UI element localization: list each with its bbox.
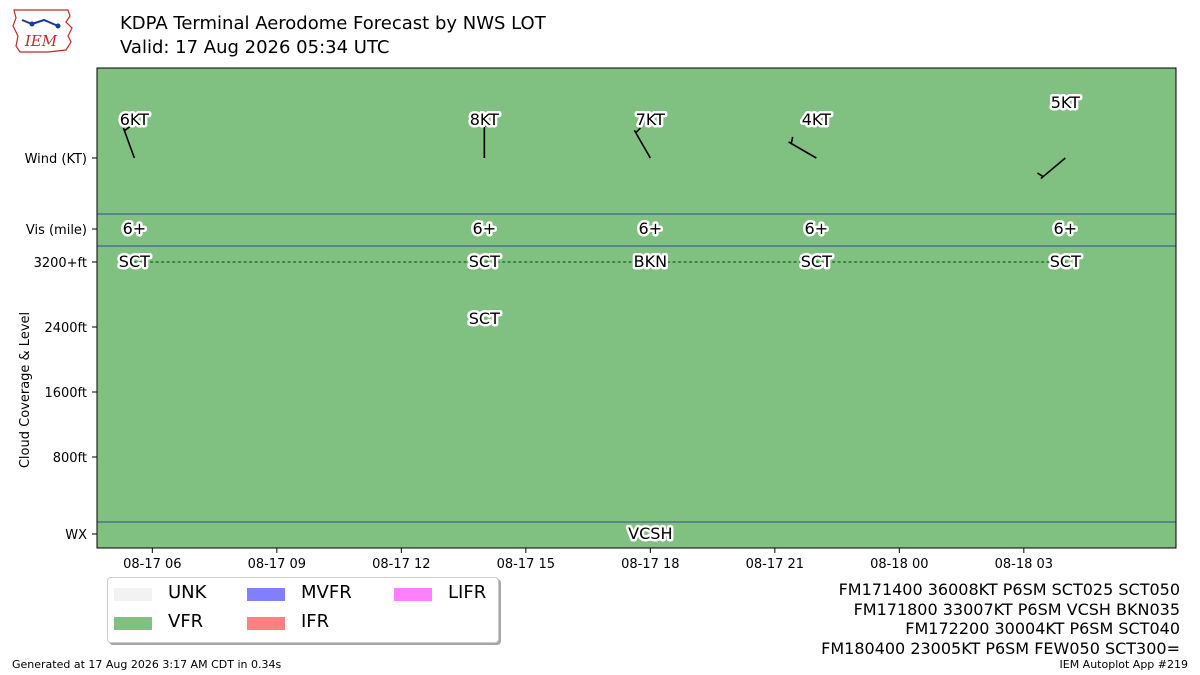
cloud-coverage-label: SCT — [1050, 252, 1081, 271]
weather-label-halo: VCSH — [628, 524, 672, 543]
taf-line: FM171800 33007KT P6SM VCSH BKN035 — [853, 599, 1180, 619]
visibility-label-halo: 6+ — [639, 219, 663, 238]
flight-category-legend: UNK VFR MVFR IFR LIFR — [107, 577, 499, 643]
cloud-coverage-label-halo: SCT — [469, 252, 500, 271]
visibility-label: 6+ — [473, 219, 497, 238]
taf-text-block: FM171400 36008KT P6SM SCT025 SCT050 FM17… — [821, 580, 1180, 658]
wind-barb-shaft — [1040, 157, 1066, 180]
weather-label: VCSH — [628, 524, 672, 543]
wind-barb-shaft — [788, 141, 817, 159]
wind-barb-flag — [635, 127, 641, 134]
flight-category-span — [97, 68, 1176, 548]
visibility-label: 6+ — [639, 219, 663, 238]
wind-barb-shaft — [122, 127, 136, 159]
vis-row-label: Vis (mile) — [26, 223, 87, 238]
x-tick-label: 08-18 03 — [995, 557, 1053, 572]
x-tick-label: 08-17 06 — [123, 557, 181, 572]
visibility-label-halo: 6+ — [473, 219, 497, 238]
visibility-label-halo: 6+ — [1054, 219, 1078, 238]
wind-speed-label: 6KT — [120, 110, 149, 129]
wind-row-label: Wind (KT) — [25, 152, 87, 167]
visibility-label: 6+ — [1054, 219, 1078, 238]
cloud-coverage-label: BKN — [634, 252, 667, 271]
wind-speed-label: 5KT — [1051, 93, 1080, 112]
wind-speed-label-halo: 5KT — [1051, 93, 1080, 112]
cloud-coverage-label-halo: SCT — [119, 252, 150, 271]
cloud-coverage-label-halo: SCT — [1050, 252, 1081, 271]
cloud-coverage-label: SCT — [469, 309, 500, 328]
cloud-level-tick-label: 3200+ft — [34, 256, 87, 271]
cloud-coverage-label-halo: BKN — [634, 252, 667, 271]
wind-barb-flag — [484, 123, 495, 127]
taf-line: FM172200 30004KT P6SM SCT040 — [905, 619, 1180, 638]
visibility-label-halo: 6+ — [805, 219, 829, 238]
iem-logo: IEM — [12, 9, 73, 53]
wind-speed-label: 4KT — [802, 110, 831, 129]
visibility-label-halo: 6+ — [123, 219, 147, 238]
chart-subtitle: Valid: 17 Aug 2026 05:34 UTC — [120, 37, 390, 58]
x-tick-label: 08-17 09 — [248, 557, 306, 572]
cloud-coverage-label: SCT — [801, 252, 832, 271]
chart-title: KDPA Terminal Aerodome Forecast by NWS L… — [120, 13, 546, 34]
logo-text: IEM — [24, 32, 58, 50]
legend-swatch-vfr — [114, 617, 152, 630]
wind-barb-shaft — [633, 129, 652, 159]
y-axis-label: Cloud Coverage & Level — [18, 312, 33, 468]
generated-footer: Generated at 17 Aug 2026 3:17 AM CDT in … — [12, 658, 282, 671]
cloud-coverage-label-halo: SCT — [801, 252, 832, 271]
legend-swatch-unk — [114, 588, 152, 601]
wind-speed-label-halo: 8KT — [470, 110, 499, 129]
x-tick-label: 08-17 15 — [497, 557, 555, 572]
cloud-level-tick-label: 2400ft — [44, 321, 87, 336]
x-tick-label: 08-18 00 — [870, 557, 928, 572]
cloud-coverage-label-halo: SCT — [469, 309, 500, 328]
taf-line: FM180400 23005KT P6SM FEW050 SCT300= — [821, 638, 1180, 658]
wind-speed-label-halo: 4KT — [802, 110, 831, 129]
wind-barb-flag — [790, 136, 794, 144]
taf-line: FM171400 36008KT P6SM SCT025 SCT050 — [838, 580, 1180, 599]
legend-swatch-ifr — [247, 617, 285, 630]
visibility-label: 6+ — [805, 219, 829, 238]
x-tick-label: 08-17 18 — [621, 557, 679, 572]
cloud-level-tick-label: 1600ft — [44, 386, 87, 401]
plot-frame — [96, 67, 1177, 549]
wind-barb-flag — [123, 126, 131, 132]
x-tick-label: 08-17 12 — [372, 557, 430, 572]
wx-row-label: WX — [65, 528, 87, 543]
visibility-label: 6+ — [123, 219, 147, 238]
wind-speed-label: 7KT — [636, 110, 665, 129]
x-tick-label: 08-17 21 — [746, 557, 804, 572]
wind-barb-flag — [1037, 172, 1044, 178]
legend-swatch-mvfr — [247, 588, 285, 601]
wind-speed-label-halo: 6KT — [120, 110, 149, 129]
cloud-coverage-label: SCT — [119, 252, 150, 271]
app-footer: IEM Autoplot App #219 — [1059, 658, 1189, 671]
cloud-level-tick-label: 800ft — [53, 451, 87, 466]
wind-speed-label: 8KT — [470, 110, 499, 129]
legend-swatch-lifr — [394, 588, 432, 601]
wind-speed-label-halo: 7KT — [636, 110, 665, 129]
cloud-coverage-label: SCT — [469, 252, 500, 271]
